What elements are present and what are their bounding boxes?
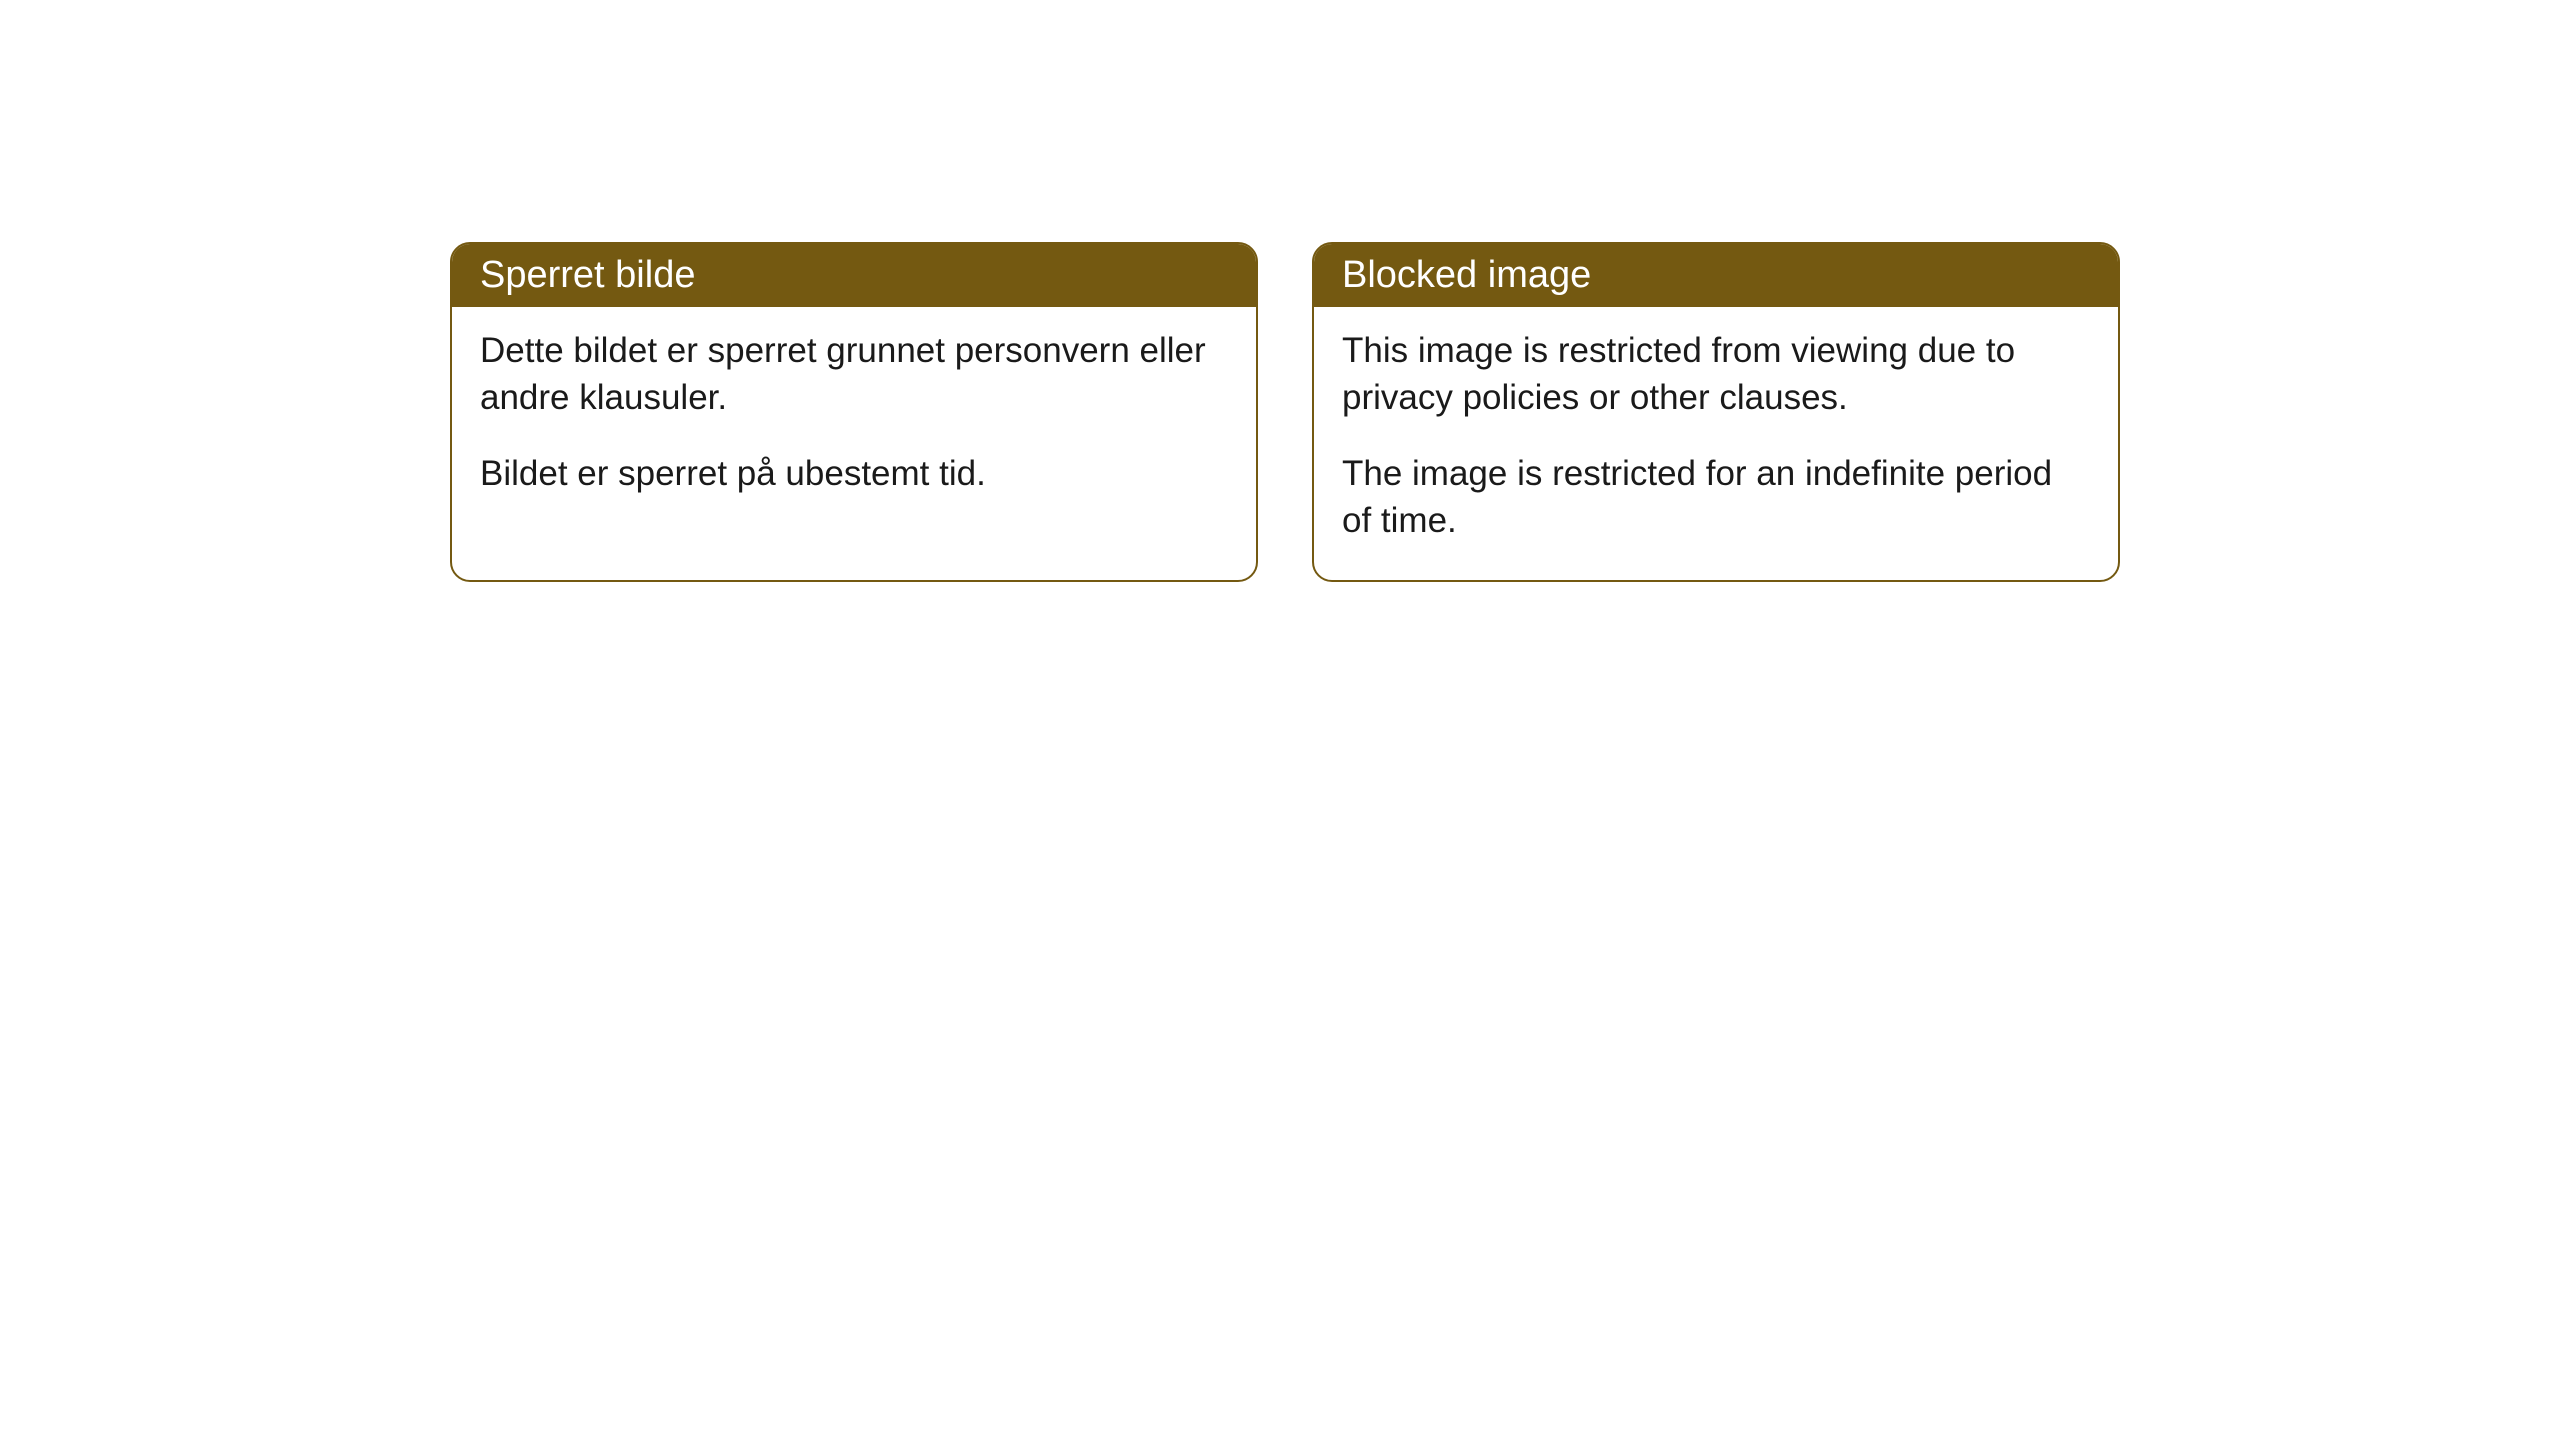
card-body-norwegian: Dette bildet er sperret grunnet personve… [452, 307, 1256, 517]
card-paragraph-1-norwegian: Dette bildet er sperret grunnet personve… [480, 327, 1228, 422]
card-title-english: Blocked image [1342, 254, 1591, 296]
card-paragraph-2-norwegian: Bildet er sperret på ubestemt tid. [480, 450, 1228, 497]
card-header-norwegian: Sperret bilde [452, 244, 1256, 307]
card-body-english: This image is restricted from viewing du… [1314, 307, 2118, 564]
card-paragraph-1-english: This image is restricted from viewing du… [1342, 327, 2090, 422]
notice-card-english: Blocked image This image is restricted f… [1312, 242, 2120, 582]
notice-card-norwegian: Sperret bilde Dette bildet er sperret gr… [450, 242, 1258, 582]
card-title-norwegian: Sperret bilde [480, 254, 695, 296]
card-header-english: Blocked image [1314, 244, 2118, 307]
notice-container: Sperret bilde Dette bildet er sperret gr… [450, 242, 2120, 582]
card-paragraph-2-english: The image is restricted for an indefinit… [1342, 450, 2090, 545]
